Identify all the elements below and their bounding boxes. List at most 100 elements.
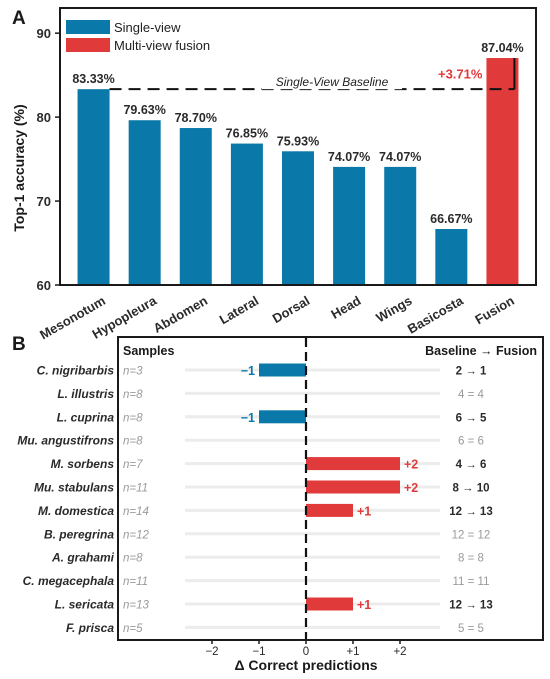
- gain-label: +3.71%: [438, 67, 483, 82]
- x-tick-label: Dorsal: [270, 293, 313, 326]
- sample-count: n=8: [123, 412, 143, 424]
- delta-bar: [306, 503, 353, 517]
- y-ticks-a: 60 70 80 90: [37, 26, 60, 293]
- x-tick-label: +1: [346, 646, 359, 658]
- x-tick-label: Basicosta: [405, 293, 466, 337]
- bar-lateral: [230, 143, 263, 285]
- bar-dorsal: [282, 151, 314, 285]
- sample-count: n=8: [123, 553, 143, 565]
- species-label: C. megacephala: [23, 574, 115, 588]
- plot-frame-a: [59, 7, 537, 286]
- sample-count: n=11: [123, 576, 148, 588]
- bar-basicosta: [435, 229, 468, 285]
- baseline-fusion-change: 12 = 12: [452, 529, 491, 541]
- delta-label: −1: [241, 364, 255, 378]
- bar-value-label: 76.85%: [226, 127, 268, 141]
- x-tick-label: Abdomen: [151, 293, 210, 336]
- species-label: L. sericata: [55, 598, 115, 612]
- y-axis-label: Top-1 accuracy (%): [11, 104, 27, 231]
- panel-a-label: A: [12, 8, 26, 29]
- delta-label: +2: [404, 481, 418, 495]
- baseline-fusion-change: 6 → 5: [456, 412, 487, 424]
- delta-bar: [259, 410, 306, 424]
- y-tick-label: 80: [37, 110, 51, 125]
- sample-count: n=11: [123, 483, 148, 495]
- baseline-fusion-change: 8 → 10: [452, 483, 489, 495]
- sample-count: n=13: [123, 600, 150, 612]
- delta-label: +1: [357, 504, 371, 518]
- legend-swatch-single-view: [66, 20, 110, 34]
- bar-value-label: 87.04%: [481, 41, 523, 55]
- delta-label: +1: [357, 598, 371, 612]
- sample-count: n=3: [123, 366, 143, 378]
- species-label: Mu. angustifrons: [17, 434, 114, 448]
- panel-b-label: B: [12, 334, 26, 355]
- species-label: Mu. stabulans: [34, 481, 114, 495]
- x-tick-label: Fusion: [472, 293, 516, 327]
- baseline-fusion-change: 2 → 1: [456, 366, 487, 378]
- legend: Single-view Multi-view fusion: [66, 20, 210, 53]
- rows-b: C. nigribarbis n=3 2 → 1 −1 L. illustris n=8 4…: [17, 363, 493, 635]
- bar-value-label: 74.07%: [379, 150, 421, 164]
- delta-bar: [306, 457, 400, 471]
- x-ticks-b: −2 −1 0 +1 +2: [205, 639, 407, 658]
- baseline-fusion-change: 11 = 11: [453, 576, 490, 588]
- x-tick-label: Wings: [373, 293, 414, 325]
- species-label: A. grahami: [51, 551, 115, 565]
- delta-label: +2: [404, 458, 418, 472]
- baseline-annotation: Single-View Baseline +3.71%: [109, 58, 516, 91]
- legend-swatch-multi-view: [66, 38, 110, 52]
- sample-count: n=12: [123, 529, 150, 541]
- species-label: C. nigribarbis: [37, 364, 115, 378]
- species-label: B. peregrina: [44, 527, 114, 541]
- baseline-label-background: [262, 75, 402, 90]
- bar-wings: [384, 166, 417, 285]
- species-label: M. domestica: [38, 504, 114, 518]
- bars-a: 83.33% 79.63% 78.70% 76.85% 75.93% 74.07% 74.0…: [72, 41, 524, 286]
- baseline-label: Single-View Baseline: [276, 75, 389, 89]
- baseline-fusion-change: 8 = 8: [458, 553, 484, 565]
- plot-frame-b: [117, 336, 544, 641]
- bar-value-label: 83.33%: [72, 72, 114, 86]
- panel-a: A Single-view Multi-view fusion Top-1 ac…: [11, 7, 537, 343]
- delta-bar: [259, 363, 306, 377]
- delta-bar: [306, 597, 353, 611]
- sample-count: n=7: [123, 459, 143, 471]
- species-label: M. sorbens: [51, 457, 115, 471]
- baseline-fusion-header: Baseline → Fusion: [425, 344, 537, 358]
- y-tick-label: 70: [37, 194, 51, 209]
- sample-count: n=5: [123, 623, 143, 635]
- species-label: F. prisca: [66, 621, 114, 635]
- x-tick-label: Lateral: [217, 293, 261, 327]
- bar-value-label: 75.93%: [277, 134, 319, 148]
- x-tick-label: −1: [252, 646, 265, 658]
- sample-count: n=8: [123, 436, 143, 448]
- y-tick-label: 90: [37, 26, 51, 41]
- panel-b: B Samples Baseline → Fusion C. nigribarb…: [12, 334, 544, 673]
- samples-header: Samples: [123, 344, 174, 358]
- bar-head: [333, 166, 366, 285]
- x-tick-label: Head: [328, 293, 363, 322]
- species-label: L. illustris: [57, 387, 114, 401]
- legend-label-single-view: Single-view: [114, 20, 181, 35]
- baseline-fusion-change: 12 → 13: [449, 506, 492, 518]
- bar-value-label: 79.63%: [123, 103, 165, 117]
- bar-value-label: 74.07%: [328, 150, 370, 164]
- bar-value-label: 78.70%: [175, 111, 217, 125]
- bar-value-label: 66.67%: [430, 212, 472, 226]
- bar-fusion: [486, 58, 519, 285]
- baseline-fusion-change: 5 = 5: [458, 623, 484, 635]
- delta-bar: [306, 480, 400, 494]
- bar-abdomen: [179, 128, 212, 285]
- legend-label-multi-view: Multi-view fusion: [114, 38, 210, 53]
- bar-hypopleura: [128, 120, 161, 286]
- x-tick-label: −2: [205, 646, 218, 658]
- baseline-fusion-change: 4 = 4: [458, 389, 485, 401]
- bar-mesonotum: [77, 89, 110, 285]
- y-tick-label: 60: [37, 278, 51, 293]
- sample-count: n=8: [123, 389, 143, 401]
- sample-count: n=14: [123, 506, 149, 518]
- species-label: L. cuprina: [57, 410, 115, 424]
